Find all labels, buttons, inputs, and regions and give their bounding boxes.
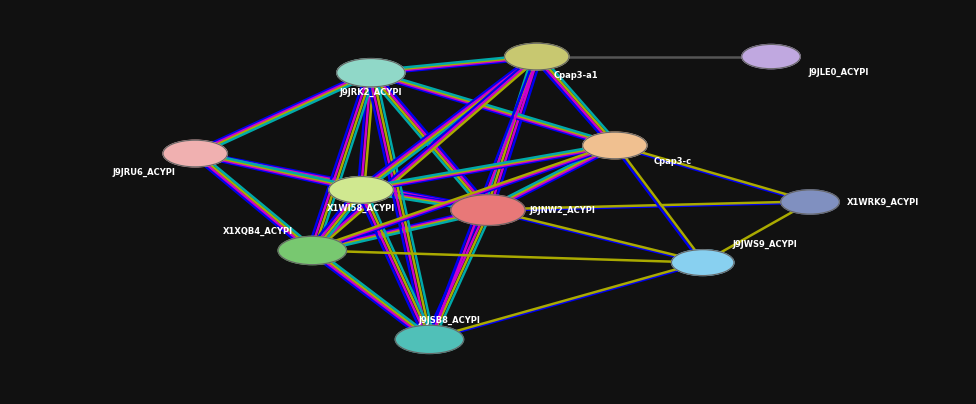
- Circle shape: [337, 59, 405, 87]
- Text: Cpap3-c: Cpap3-c: [654, 157, 692, 166]
- Text: X1WRK9_ACYPI: X1WRK9_ACYPI: [847, 198, 919, 206]
- Text: J9JLE0_ACYPI: J9JLE0_ACYPI: [808, 68, 869, 77]
- Text: X1WI58_ACYPI: X1WI58_ACYPI: [327, 204, 395, 213]
- Text: J9JSB8_ACYPI: J9JSB8_ACYPI: [418, 316, 480, 324]
- Circle shape: [505, 43, 569, 70]
- Text: J9JRU6_ACYPI: J9JRU6_ACYPI: [113, 168, 176, 177]
- Text: X1XQB4_ACYPI: X1XQB4_ACYPI: [223, 227, 293, 236]
- Circle shape: [583, 132, 647, 159]
- Circle shape: [451, 195, 525, 225]
- Circle shape: [329, 177, 393, 203]
- Circle shape: [395, 325, 464, 354]
- Circle shape: [278, 236, 346, 265]
- Text: J9JNW2_ACYPI: J9JNW2_ACYPI: [529, 206, 594, 215]
- Text: J9JWS9_ACYPI: J9JWS9_ACYPI: [732, 240, 796, 249]
- Circle shape: [163, 140, 227, 167]
- Circle shape: [742, 44, 800, 69]
- Text: J9JRK2_ACYPI: J9JRK2_ACYPI: [340, 88, 402, 97]
- Circle shape: [671, 250, 734, 276]
- Text: Cpap3-a1: Cpap3-a1: [553, 72, 598, 80]
- Circle shape: [781, 190, 839, 214]
